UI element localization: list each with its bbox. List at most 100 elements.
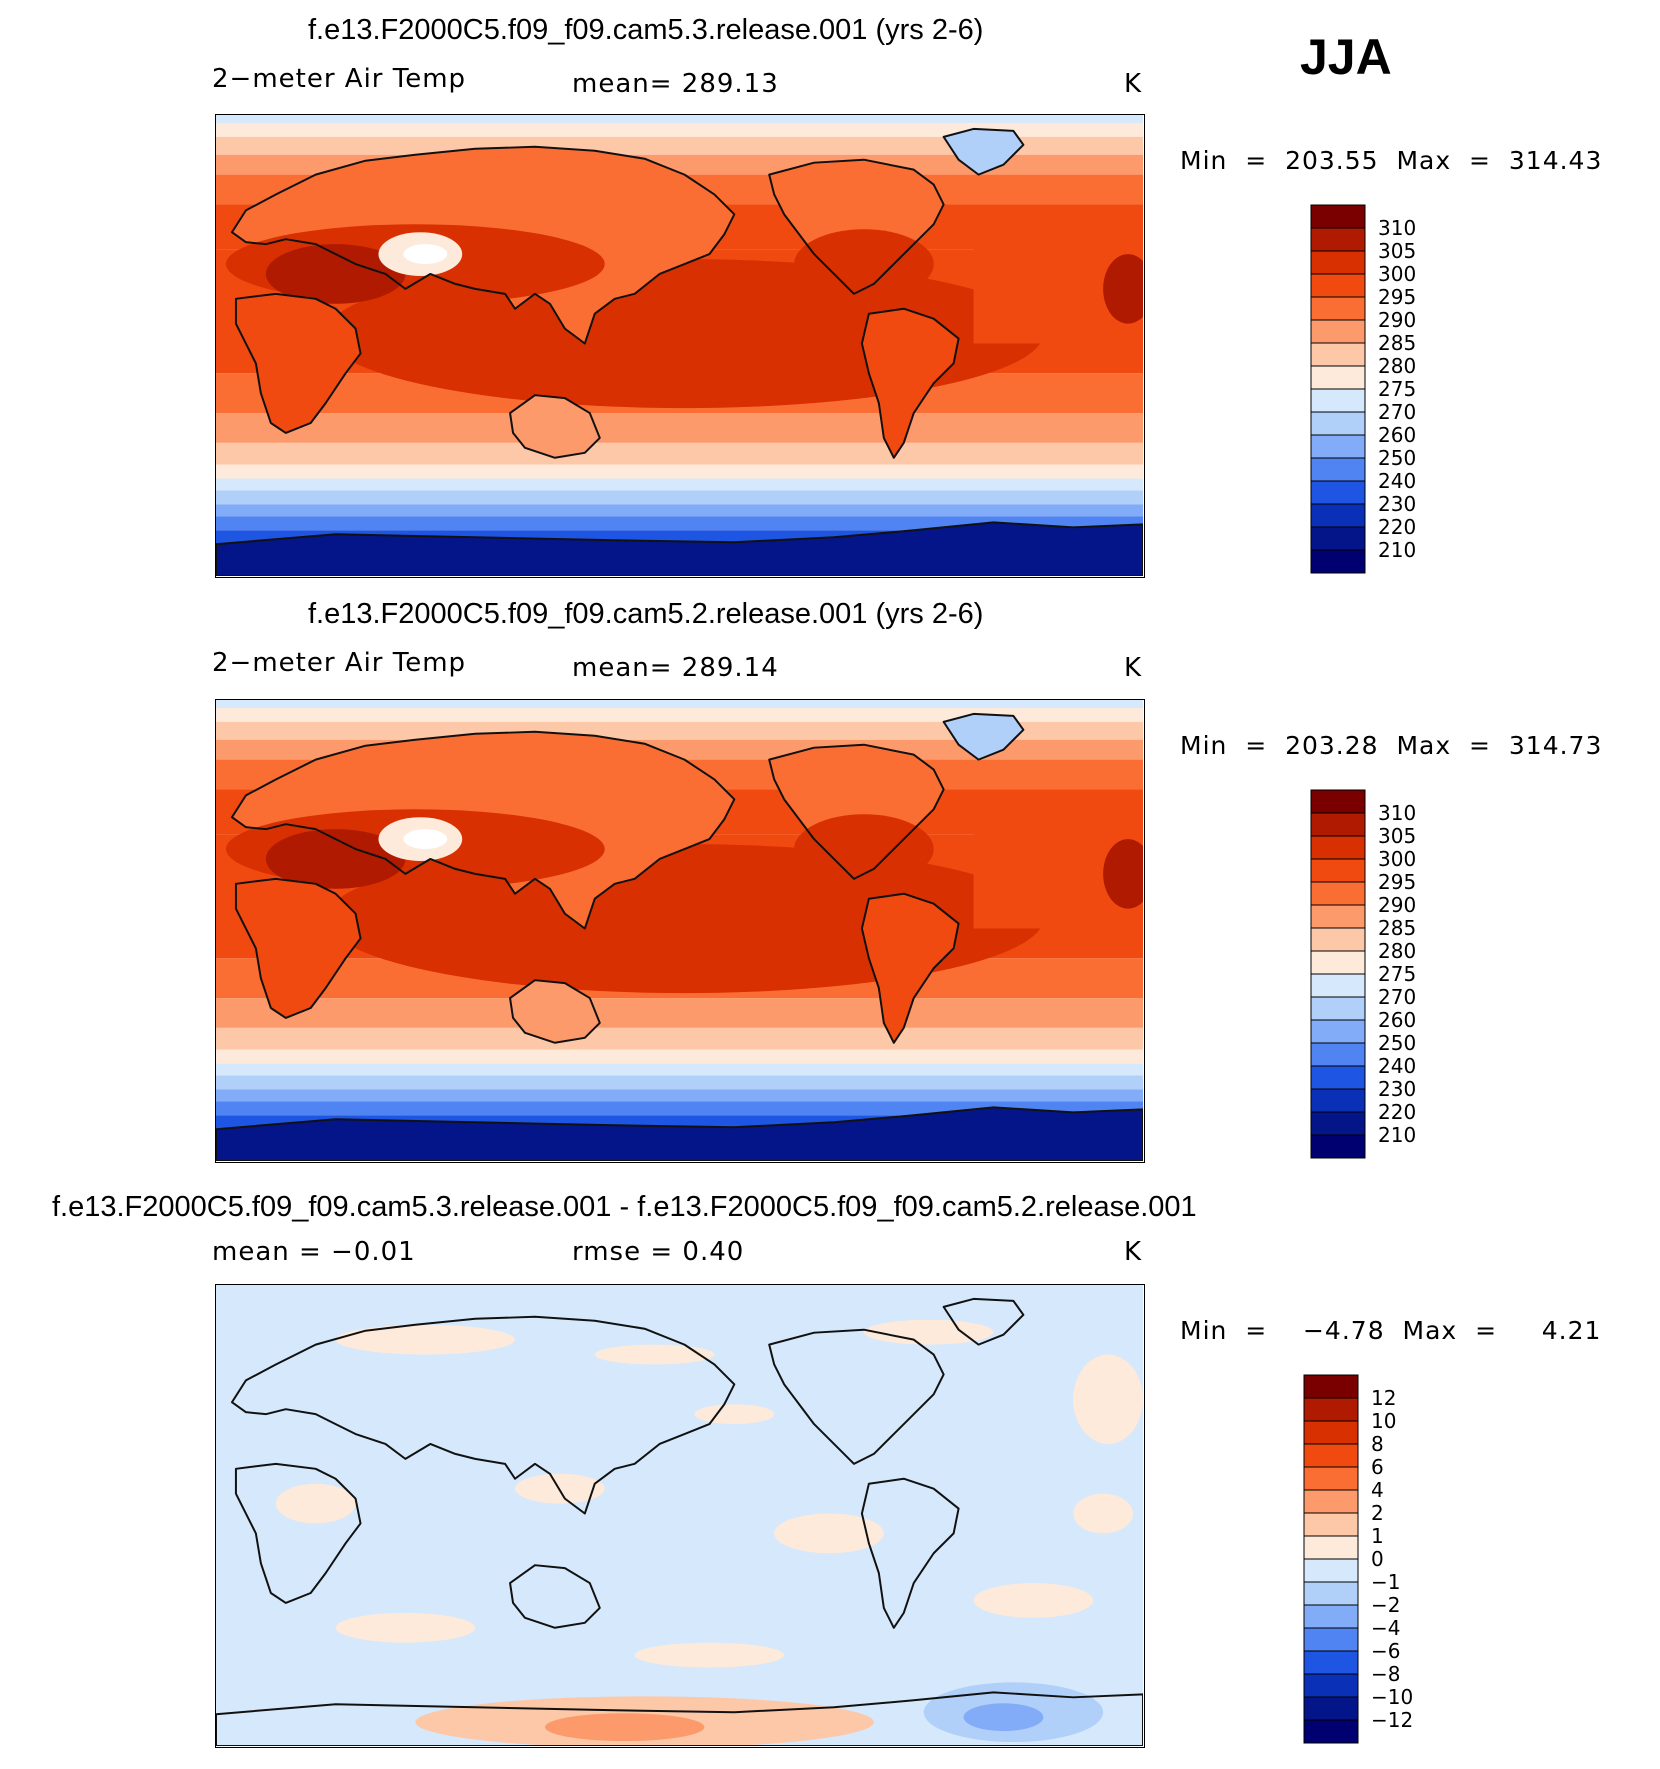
colorbar-box: [1310, 1111, 1366, 1136]
antarctica-fill: [216, 522, 1143, 576]
antarctica-fill: [216, 1107, 1143, 1161]
min-max-label: Min = 203.28 Max = 314.73: [1180, 731, 1603, 760]
colorbar-box: [1310, 927, 1366, 952]
positive-anomaly: [594, 1344, 715, 1365]
south-america-outline: [860, 892, 960, 1044]
colorbar-tick-label: 295: [1378, 285, 1417, 309]
colorbar-box: [1303, 1696, 1359, 1721]
field-label: 2−meter Air Temp: [212, 64, 467, 94]
colorbar-tick-label: 10: [1371, 1409, 1397, 1433]
colorbar-tick-label: 310: [1378, 216, 1417, 240]
north-america-outline: [768, 743, 945, 880]
australia-fill: [510, 395, 600, 458]
colorbar-tick-label: 220: [1378, 1100, 1417, 1124]
temperature-band: [216, 442, 1143, 465]
colorbar-tick-label: 260: [1378, 423, 1417, 447]
field-label: 2−meter Air Temp: [212, 648, 467, 678]
temperature-band: [216, 998, 1143, 1028]
colorbar-tick-label: 260: [1378, 1008, 1417, 1032]
colorbar-tick-label: 300: [1378, 847, 1417, 871]
colorbar-box: [1303, 1673, 1359, 1698]
colorbar-tick-label: −2: [1371, 1593, 1401, 1617]
colorbar-tick-label: 220: [1378, 515, 1417, 539]
temperature-band: [216, 122, 1143, 137]
greenland-outline: [942, 127, 1025, 176]
colorbar-box: [1303, 1581, 1359, 1606]
rmse-label: rmse = 0.40: [572, 1237, 745, 1267]
colorbar-tick-label: 295: [1378, 870, 1417, 894]
colorbar-tick-label: 210: [1378, 1123, 1417, 1147]
na-hot-region: [794, 814, 934, 884]
colorbar-box: [1310, 434, 1366, 459]
north-america-outline: [768, 1328, 945, 1465]
north-america-outline: [768, 158, 945, 295]
colorbar-box: [1310, 1019, 1366, 1044]
positive-anomaly: [275, 1483, 356, 1524]
colorbar-box: [1310, 526, 1366, 551]
antarctica-outline: [216, 521, 1143, 576]
colorbar-box: [1303, 1443, 1359, 1468]
mean-label: mean= 289.14: [572, 653, 779, 683]
temperature-band: [216, 707, 1143, 722]
colorbar-box: [1310, 881, 1366, 906]
africa-outline: [234, 877, 362, 1019]
colorbar: 310 305 300 295 290 285 280 275 270 260 250 240 230 2…: [1310, 204, 1416, 579]
min-max-label: Min = −4.78 Max = 4.21: [1180, 1316, 1602, 1345]
colorbar-box: [1310, 342, 1366, 367]
colorbar-tick-label: 305: [1378, 239, 1417, 263]
africa-fill: [235, 878, 361, 1018]
min-max-label: Min = 203.55 Max = 314.43: [1180, 146, 1603, 175]
temperature-band: [216, 1027, 1143, 1050]
positive-anomaly: [694, 1404, 775, 1425]
colorbar-tick-label: 305: [1378, 824, 1417, 848]
south-america-outline: [860, 307, 960, 459]
colorbar-box: [1310, 1042, 1366, 1067]
colorbar-box: [1310, 457, 1366, 482]
units-label: K: [1124, 1237, 1143, 1267]
temperature-band: [216, 1049, 1143, 1064]
africa-outline: [234, 1462, 362, 1604]
antarctica-outline: [216, 1691, 1143, 1746]
colorbar-tick-label: 275: [1378, 962, 1417, 986]
colorbar-box: [1310, 319, 1366, 344]
colorbar-tick-label: 2: [1371, 1501, 1384, 1525]
temperature-band: [216, 721, 1143, 740]
temperature-band: [216, 516, 1143, 531]
colorbar-box: [1310, 388, 1366, 413]
units-label: K: [1124, 653, 1143, 683]
colorbar-box: [1310, 296, 1366, 321]
temperature-map-cam53: [215, 114, 1145, 578]
positive-anomaly: [973, 1583, 1094, 1618]
colorbar-box: [1303, 1420, 1359, 1445]
colorbar-tick-label: 0: [1371, 1547, 1384, 1571]
colorbar-tick-label: 290: [1378, 893, 1417, 917]
colorbar-tick-label: −8: [1371, 1662, 1401, 1686]
mean-label: mean= 289.13: [572, 69, 779, 99]
colorbar-box: [1303, 1558, 1359, 1583]
greenland-outline: [942, 1297, 1025, 1346]
temperature-band: [216, 413, 1143, 443]
mean-label: mean = −0.01: [212, 1237, 416, 1267]
tibet-core: [403, 829, 448, 850]
positive-anomaly: [774, 1513, 884, 1554]
panel-title: f.e13.F2000C5.f09_f09.cam5.3.release.001…: [52, 1191, 1197, 1223]
australia-fill: [510, 980, 600, 1043]
temperature-band: [216, 700, 1143, 708]
africa-fill: [235, 293, 361, 433]
australia-outline: [509, 1564, 601, 1629]
temperature-band: [216, 136, 1143, 155]
colorbar-box: [1310, 480, 1366, 505]
units-label: K: [1124, 69, 1143, 99]
panel-title: f.e13.F2000C5.f09_f09.cam5.2.release.001…: [308, 598, 984, 630]
temperature-band: [216, 478, 1143, 491]
colorbar-box: [1310, 996, 1366, 1021]
colorbar-tick-label: 290: [1378, 308, 1417, 332]
colorbar-box: [1310, 1065, 1366, 1090]
antarctic-strong-positive: [544, 1713, 705, 1742]
colorbar: 310 305 300 295 290 285 280 275 270 260 250 240 230 2…: [1310, 789, 1416, 1164]
africa-outline: [234, 292, 362, 434]
positive-anomaly: [1073, 1354, 1143, 1444]
colorbar-box: [1310, 204, 1366, 229]
sahara-edge-hot: [1103, 839, 1143, 909]
colorbar-tick-label: 240: [1378, 1054, 1417, 1078]
